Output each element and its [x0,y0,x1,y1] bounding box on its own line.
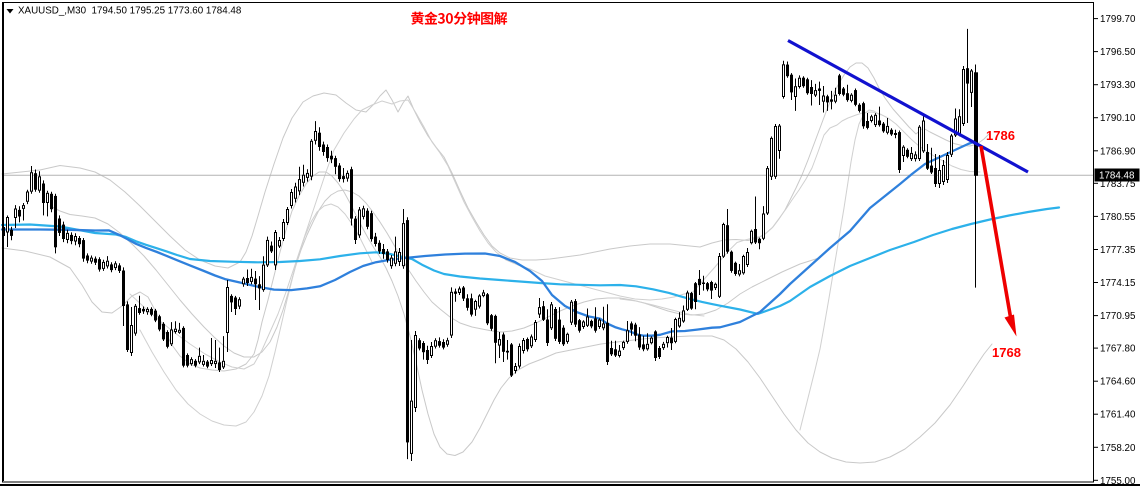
svg-text:1786: 1786 [986,128,1015,143]
svg-text:1767.80: 1767.80 [1100,344,1136,355]
svg-text:1770.95: 1770.95 [1100,311,1136,322]
svg-text:1764.60: 1764.60 [1100,377,1136,388]
svg-text:1790.10: 1790.10 [1100,113,1136,124]
svg-text:1784.48: 1784.48 [1099,171,1135,182]
svg-text:1783.75: 1783.75 [1100,179,1136,190]
svg-text:1777.35: 1777.35 [1100,245,1136,256]
svg-text:1786.90: 1786.90 [1100,146,1136,157]
svg-text:1780.55: 1780.55 [1100,212,1136,223]
svg-text:1799.70: 1799.70 [1100,14,1136,25]
svg-text:1796.50: 1796.50 [1100,47,1136,58]
svg-text:1758.20: 1758.20 [1100,443,1136,454]
svg-text:1768: 1768 [992,345,1021,360]
svg-text:1774.15: 1774.15 [1100,278,1136,289]
svg-text:1755.00: 1755.00 [1100,476,1136,486]
svg-text:1793.30: 1793.30 [1100,80,1136,91]
svg-text:XAUUSD_,M30 1794.50 1795.25 1: XAUUSD_,M30 1794.50 1795.25 1773.60 1784… [18,6,242,17]
svg-text:1761.40: 1761.40 [1100,410,1136,421]
